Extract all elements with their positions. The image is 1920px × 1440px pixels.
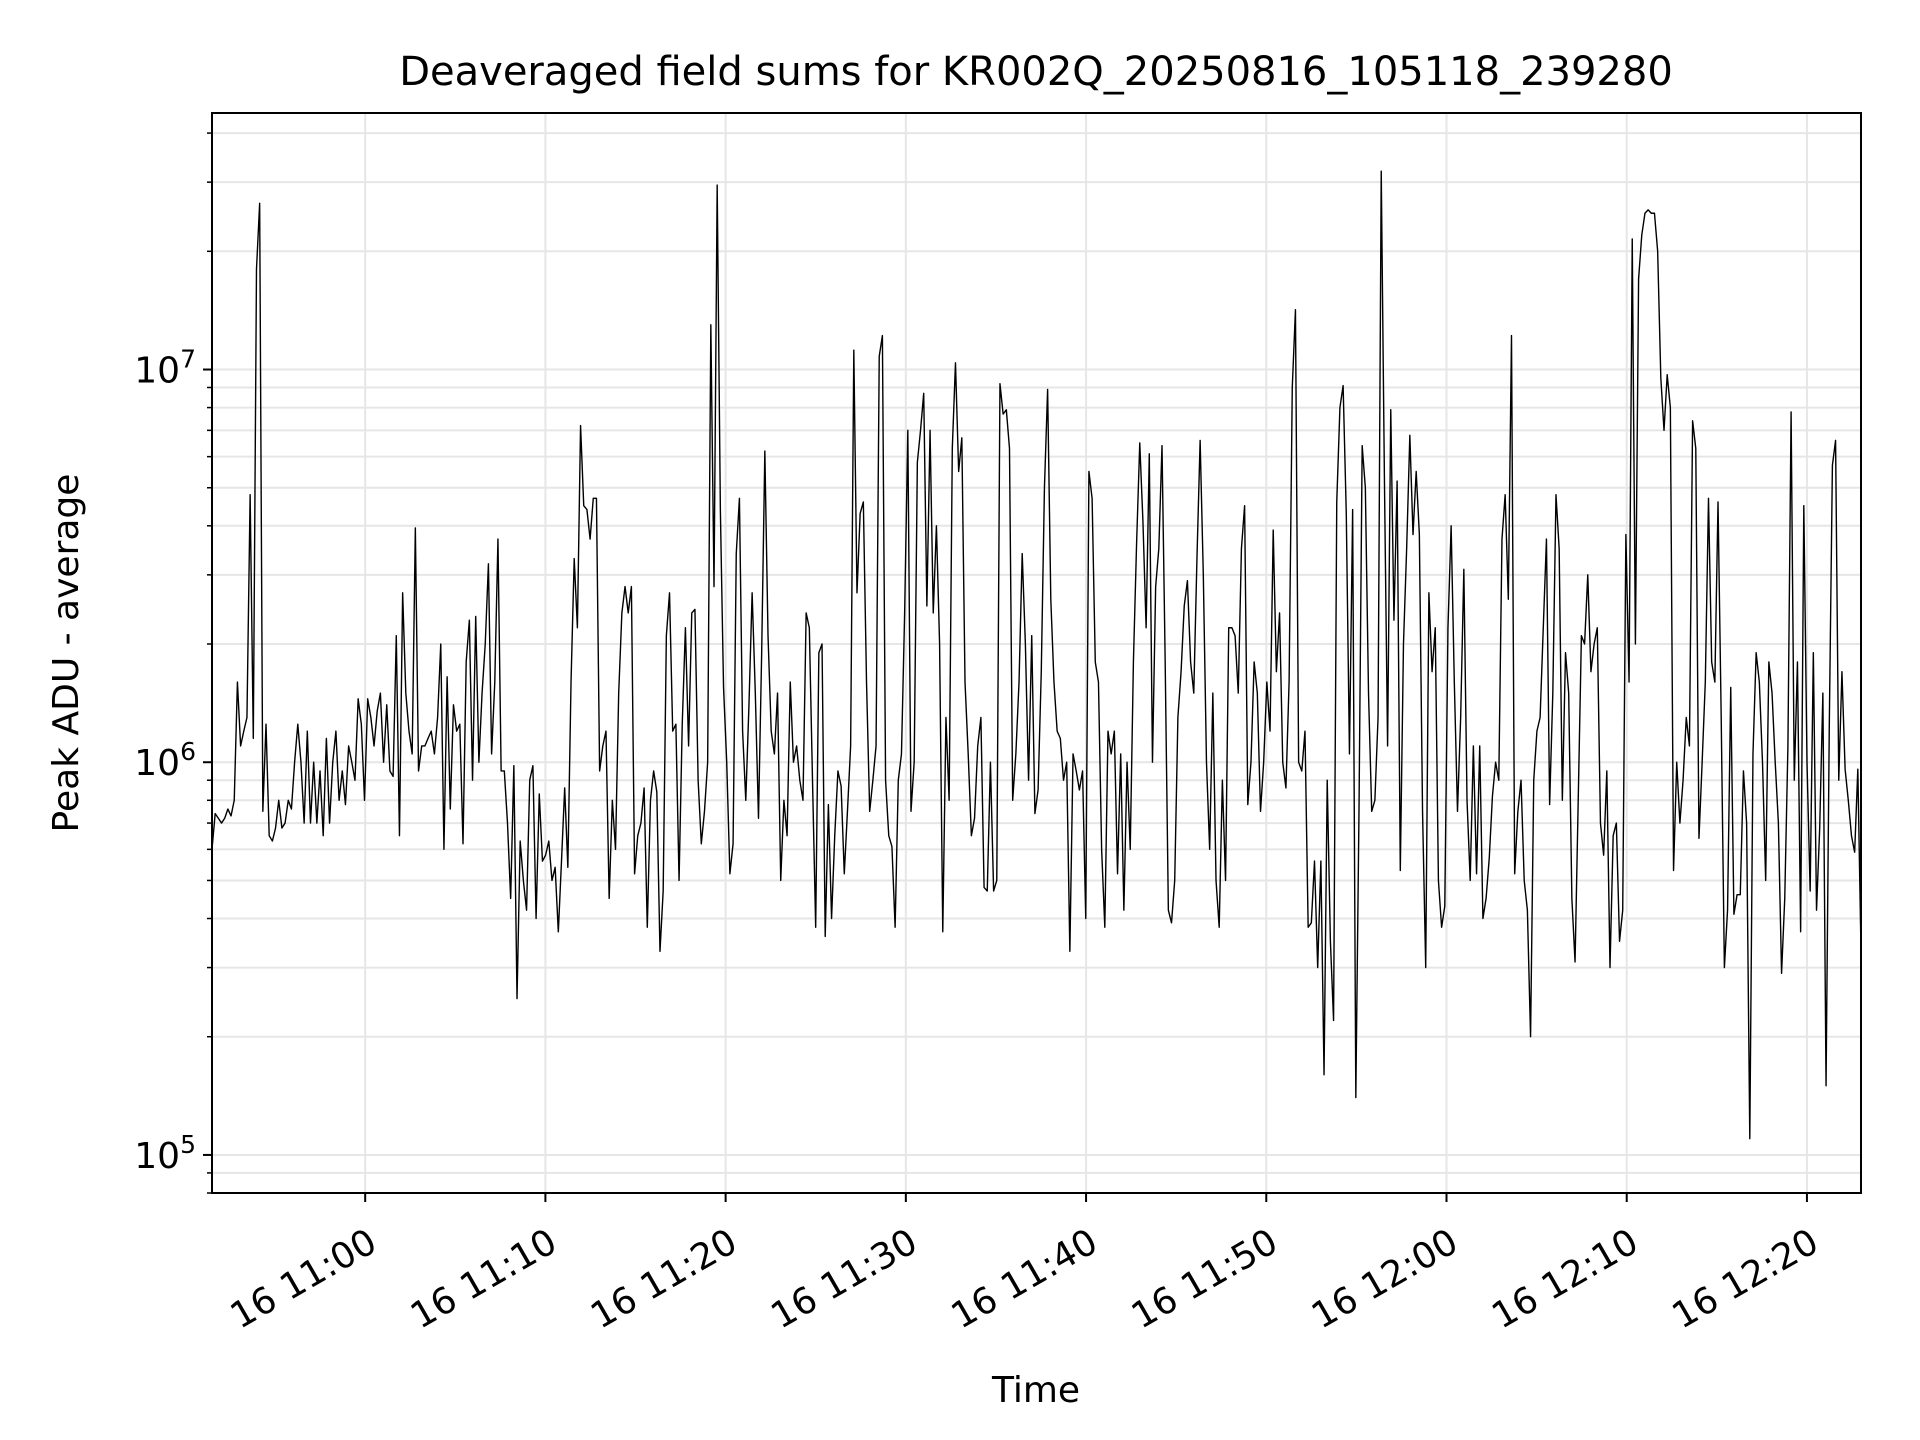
plot-frame [211, 112, 1862, 1194]
series-line [211, 170, 1862, 1140]
y-axis-label: Peak ADU - average [46, 474, 87, 833]
y-axis: 105 106 107 [134, 132, 212, 1194]
grid [212, 113, 1861, 1194]
y-tick-label: 106 [134, 737, 196, 784]
y-tick-label: 105 [134, 1130, 196, 1177]
y-tick-label: 107 [134, 345, 196, 392]
x-axis-label: Time [991, 1370, 1080, 1411]
chart-title: Deaveraged field sums for KR002Q_2025081… [399, 49, 1673, 95]
